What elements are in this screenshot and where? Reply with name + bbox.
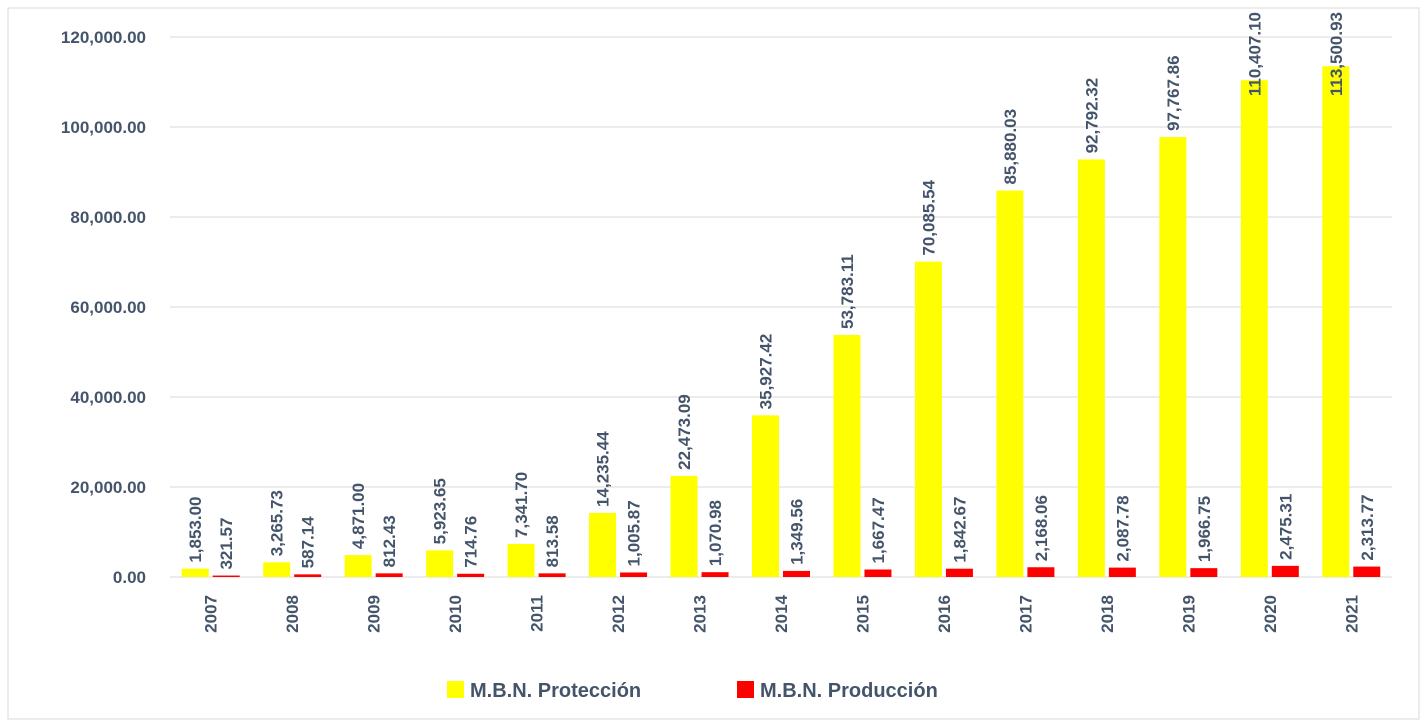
x-tick-label: 2010 [446, 595, 465, 633]
x-tick-label: 2012 [609, 595, 628, 633]
data-label: 813.58 [543, 515, 562, 567]
bar [294, 574, 322, 577]
data-label: 85,880.03 [1001, 109, 1020, 185]
bar [507, 543, 535, 577]
x-tick-label: 2020 [1261, 595, 1280, 633]
data-label: 321.57 [217, 518, 236, 570]
bar [914, 261, 942, 577]
data-label: 2,313.77 [1358, 494, 1377, 560]
bar [1027, 567, 1055, 577]
data-label: 53,783.11 [838, 254, 857, 329]
data-label: 22,473.09 [675, 394, 694, 470]
bar [1353, 566, 1381, 577]
bar [589, 512, 617, 577]
bar [1108, 567, 1136, 577]
x-tick-label: 2009 [365, 595, 384, 633]
x-tick-label: 2008 [283, 595, 302, 633]
bar [1190, 568, 1218, 577]
bar [344, 555, 372, 577]
x-tick-label: 2014 [772, 594, 791, 632]
data-label: 7,341.70 [512, 472, 531, 538]
x-tick-label: 2017 [1016, 595, 1035, 633]
legend-label: M.B.N. Producción [760, 680, 938, 702]
data-label: 113,500.93 [1327, 12, 1346, 96]
data-label: 97,767.86 [1164, 55, 1183, 131]
y-tick-label: 0.00 [113, 568, 146, 587]
data-label: 812.43 [380, 515, 399, 567]
data-label: 1,966.75 [1195, 496, 1214, 562]
bar [1159, 137, 1187, 578]
data-label: 4,871.00 [349, 483, 368, 549]
bar [1322, 66, 1350, 577]
data-label: 714.76 [462, 516, 481, 568]
bar [263, 562, 291, 577]
data-label: 5,923.65 [431, 478, 450, 544]
data-label: 1,853.00 [186, 496, 205, 562]
bar [538, 573, 566, 577]
bar [670, 475, 698, 577]
data-label: 1,349.56 [788, 499, 807, 565]
x-tick-label: 2016 [935, 595, 954, 633]
y-tick-label: 60,000.00 [70, 298, 146, 317]
bar [996, 190, 1024, 578]
y-tick-label: 120,000.00 [61, 28, 146, 47]
data-label: 2,475.31 [1276, 494, 1295, 560]
y-tick-label: 20,000.00 [70, 478, 146, 497]
data-label: 2,087.78 [1113, 495, 1132, 561]
data-label: 35,927.42 [757, 334, 776, 410]
bar [426, 550, 454, 577]
data-label: 110,407.10 [1245, 12, 1264, 96]
bar [752, 415, 779, 577]
y-tick-label: 100,000.00 [61, 118, 146, 137]
legend-swatch [737, 681, 754, 698]
bar [1077, 159, 1105, 577]
x-tick-label: 2007 [202, 595, 221, 633]
data-label: 1,005.87 [625, 500, 644, 566]
x-tick-label: 2011 [528, 595, 547, 632]
bar [457, 573, 485, 577]
data-label: 14,235.44 [594, 431, 613, 507]
data-label: 1,842.67 [950, 497, 969, 563]
bar [375, 573, 403, 577]
bar [620, 572, 648, 577]
bar [701, 572, 729, 577]
y-tick-label: 40,000.00 [70, 388, 146, 407]
data-label: 70,085.54 [919, 179, 938, 255]
bar [181, 568, 209, 577]
bar [212, 575, 240, 577]
data-label: 2,168.06 [1032, 495, 1051, 561]
legend-label: M.B.N. Protección [470, 680, 641, 702]
x-tick-label: 2013 [691, 595, 710, 633]
y-tick-label: 80,000.00 [70, 208, 146, 227]
data-label: 92,792.32 [1082, 78, 1101, 154]
data-label: 3,265.73 [268, 490, 287, 556]
x-tick-label: 2018 [1098, 595, 1117, 633]
x-tick-label: 2019 [1179, 595, 1198, 633]
data-label: 587.14 [299, 516, 318, 569]
bar [1271, 565, 1299, 577]
bar [833, 334, 861, 577]
bar [864, 569, 892, 577]
x-tick-label: 2021 [1342, 595, 1361, 633]
data-label: 1,667.47 [869, 497, 888, 563]
bar [783, 570, 810, 577]
bar [1240, 80, 1268, 577]
x-tick-label: 2015 [853, 595, 872, 633]
data-label: 1,070.98 [706, 500, 725, 566]
legend-swatch [447, 681, 464, 698]
bar [945, 568, 973, 577]
